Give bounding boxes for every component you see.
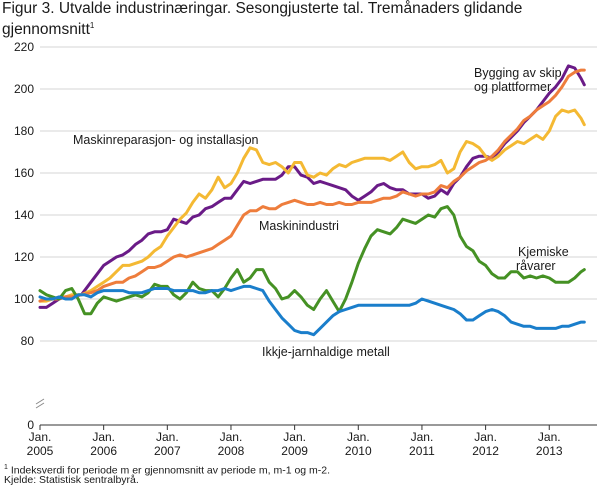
y-tick-label: 160 (14, 166, 34, 180)
x-tick-label-year: 2009 (281, 444, 308, 458)
y-tick-label: 140 (14, 208, 34, 222)
footnote-text: Indeksverdi for periode m er gjennomsnit… (7, 464, 331, 477)
series-line-maskinreparasjon-og-installasjon (38, 108, 586, 303)
y-tick-label: 200 (14, 82, 34, 96)
chart-title-text: Figur 3. Utvalde industrinæringar. Seson… (2, 0, 523, 39)
x-tick-label-month: Jan. (92, 430, 115, 444)
x-axis: Jan.2005Jan.2006Jan.2007Jan.2008Jan.2009… (27, 398, 597, 458)
series-line-bygging-av-skip-og-plattformer (38, 64, 586, 309)
x-tick-label-year: 2011 (409, 444, 435, 458)
x-tick-label-year: 2012 (472, 444, 499, 458)
x-tick-label-year: 2008 (218, 444, 245, 458)
series-line-maskinindustri (38, 68, 586, 303)
x-tick-label-year: 2013 (536, 444, 563, 458)
y-tick-label: 180 (14, 124, 34, 138)
x-tick-label-month: Jan. (156, 430, 179, 444)
series-label: Kjemiske (518, 245, 569, 259)
x-tick-label-year: 2006 (90, 444, 117, 458)
y-axis-ticks: 0 80 100 120 140 160 180 200 220 (14, 40, 34, 432)
x-tick-label-month: Jan. (411, 430, 434, 444)
series-label: Ikkje-jarnhaldige metall (262, 345, 390, 359)
x-tick-label-year: 2007 (154, 444, 181, 458)
title-footnote-marker: 1 (89, 21, 95, 30)
series-label: Maskinindustri (259, 219, 339, 233)
x-tick-label-month: Jan. (220, 430, 243, 444)
x-tick-label-month: Jan. (474, 430, 497, 444)
y-tick-label: 120 (14, 250, 34, 264)
x-tick-label-month: Jan. (29, 430, 52, 444)
footnote-marker: 1 (4, 464, 8, 471)
x-tick-label-year: 2010 (345, 444, 372, 458)
series-label: råvarer (516, 259, 556, 273)
series-label: og plattformer (474, 80, 551, 94)
series-label: Maskinreparasjon- og installasjon (73, 133, 259, 147)
footnote: 1 Indeksverdi for periode m er gjennomsn… (4, 461, 330, 478)
series-line-ikkje-jarnhaldige-metall (38, 284, 586, 337)
series-line-kjemiske-r-varer (38, 205, 586, 316)
series-lines (38, 64, 586, 337)
x-tick-label-month: Jan. (283, 430, 306, 444)
series-label: Bygging av skip (474, 66, 562, 80)
y-tick-label: 80 (21, 334, 35, 348)
x-tick-label-month: Jan. (347, 430, 370, 444)
y-tick-label: 100 (14, 292, 34, 306)
chart-title: Figur 3. Utvalde industrinæringar. Seson… (2, 0, 606, 38)
x-tick-label-year: 2005 (27, 444, 54, 458)
y-tick-label: 220 (14, 40, 34, 54)
y-tick-label: 0 (27, 418, 34, 432)
x-tick-label-month: Jan. (538, 430, 561, 444)
source-note: Kjelde: Statistisk sentralbyrå. (4, 474, 139, 486)
axis-break-mark (35, 398, 45, 409)
